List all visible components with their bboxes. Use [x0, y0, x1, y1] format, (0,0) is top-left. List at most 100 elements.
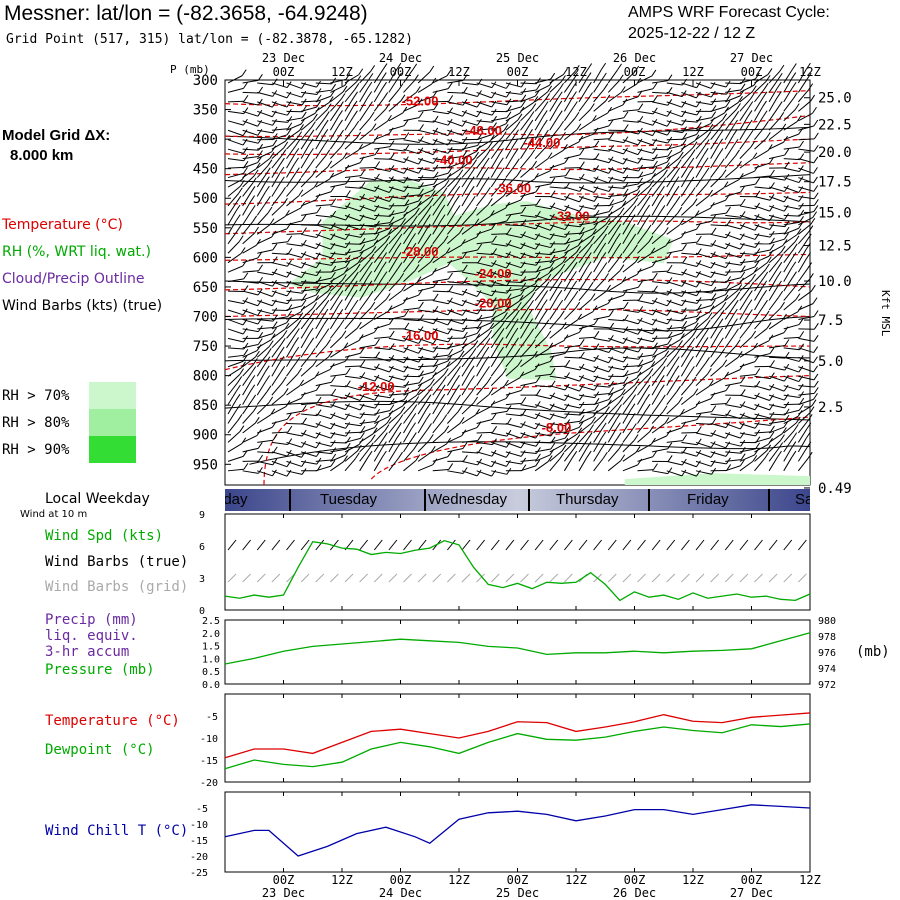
wind-barb-flag: [574, 64, 580, 72]
wind-barb-flag: [236, 384, 241, 392]
wind-barb-flag: [491, 280, 497, 288]
wind-barb-flag: [385, 293, 391, 300]
wind-barb-flag: [265, 375, 271, 382]
wind-barb: [344, 404, 361, 411]
wind-barb-flag: [550, 241, 556, 248]
contour-line: [224, 280, 811, 294]
wind-barb-flag: [314, 295, 320, 302]
wind-barb-flag: [579, 213, 585, 220]
wind-barb: [257, 110, 273, 118]
wind-barb: [739, 233, 756, 240]
wind-barb: [505, 315, 516, 330]
wind-barb-flag: [389, 153, 395, 160]
wind-barb-flag: [491, 108, 497, 116]
wind-barb-flag: [294, 167, 300, 174]
wind-barb: [754, 340, 770, 349]
wind-barb-flag: [513, 318, 519, 326]
wind-barb: [549, 116, 559, 131]
wind-barb-flag: [294, 346, 300, 354]
wind-barb-flag: [561, 322, 567, 329]
wind-barb: [681, 290, 697, 297]
wind-barb-flag: [740, 447, 746, 454]
wind-barb: [271, 336, 284, 349]
wind-barb-flag: [280, 157, 285, 165]
wind-barb-flag: [646, 224, 652, 232]
wind-barb: [695, 343, 705, 358]
wind-barb-flag: [562, 68, 568, 75]
wind-barb-flag: [809, 406, 815, 413]
wind-barb-flag: [781, 123, 787, 131]
isotherm-label: -36.00: [494, 180, 531, 195]
wind-barb: [710, 212, 727, 216]
wind-barb-flag: [237, 414, 243, 421]
wind-barb: [798, 204, 815, 207]
wind-barb: [315, 277, 332, 283]
wind-barb-flag: [652, 166, 658, 174]
wind-barb: [476, 228, 492, 235]
wind-barb: [608, 194, 625, 197]
wind-barb-grid: [549, 573, 559, 583]
wind-barb-flag: [311, 121, 316, 128]
wind-barb: [432, 382, 443, 396]
wind-barb-true: [446, 539, 456, 551]
wind-barb-flag: [703, 337, 709, 344]
wind-barb: [710, 119, 723, 131]
wind-barb-flag: [754, 413, 760, 420]
wind-barb-grid: [242, 573, 251, 583]
wind-barb: [797, 437, 807, 453]
wind-barb-flag: [384, 424, 390, 431]
wind-barb: [651, 400, 662, 415]
wind-barb-flag: [578, 384, 584, 392]
wind-barb: [505, 224, 522, 227]
wind-barb: [505, 413, 522, 417]
wind-barb: [607, 221, 619, 235]
wind-barb-flag: [751, 273, 756, 281]
wind-barb-flag: [359, 223, 365, 230]
wind-barb-flag: [574, 111, 580, 119]
wind-barb: [286, 397, 302, 406]
wind-barb: [476, 91, 492, 99]
wind-barb-flag: [299, 379, 304, 387]
wind-panel: [224, 513, 811, 611]
wind-barb: [695, 271, 712, 278]
wind-barb: [286, 233, 303, 235]
wind-barb-flag: [564, 394, 570, 401]
wind-barb: [535, 205, 551, 210]
wind-barb-flag: [586, 450, 592, 458]
wind-barb: [593, 315, 610, 320]
wind-barb-flag: [323, 318, 329, 325]
wind-barb: [622, 274, 638, 283]
wind-barb: [373, 456, 383, 472]
wind-barb: [300, 343, 311, 358]
wind-barb: [432, 337, 449, 343]
wind-barb-flag: [601, 422, 607, 430]
wind-barb: [227, 75, 243, 84]
wind-barb: [549, 277, 560, 292]
wind-barb: [769, 404, 785, 409]
wind-barb: [271, 281, 288, 288]
wind-barb-flag: [579, 148, 585, 156]
wind-barb: [564, 344, 581, 349]
wind-barb: [622, 419, 632, 434]
wind-barb: [535, 243, 551, 249]
wind-barb-flag: [755, 368, 761, 375]
wind-barb-flag: [594, 165, 600, 172]
wind-barb: [227, 265, 243, 273]
wind-barb-flag: [718, 327, 724, 335]
wind-barb-flag: [696, 115, 702, 123]
wind-barb-flag: [324, 328, 330, 335]
wind-barb: [754, 88, 765, 103]
wind-barb: [549, 327, 563, 339]
wind-barb-flag: [258, 454, 264, 462]
wind-barb-flag: [472, 159, 478, 166]
wind-barb: [403, 200, 419, 207]
wind-barb: [563, 117, 576, 131]
wind-barb: [330, 423, 346, 429]
wind-barb: [608, 366, 625, 371]
kft-tick-label: 12.5: [818, 239, 852, 255]
wind-barb: [710, 365, 724, 377]
isotherm-label: -52.00: [402, 93, 439, 108]
wind-barb: [329, 287, 341, 301]
wind-barb-flag: [474, 151, 479, 159]
wind-barb-flag: [708, 123, 714, 131]
